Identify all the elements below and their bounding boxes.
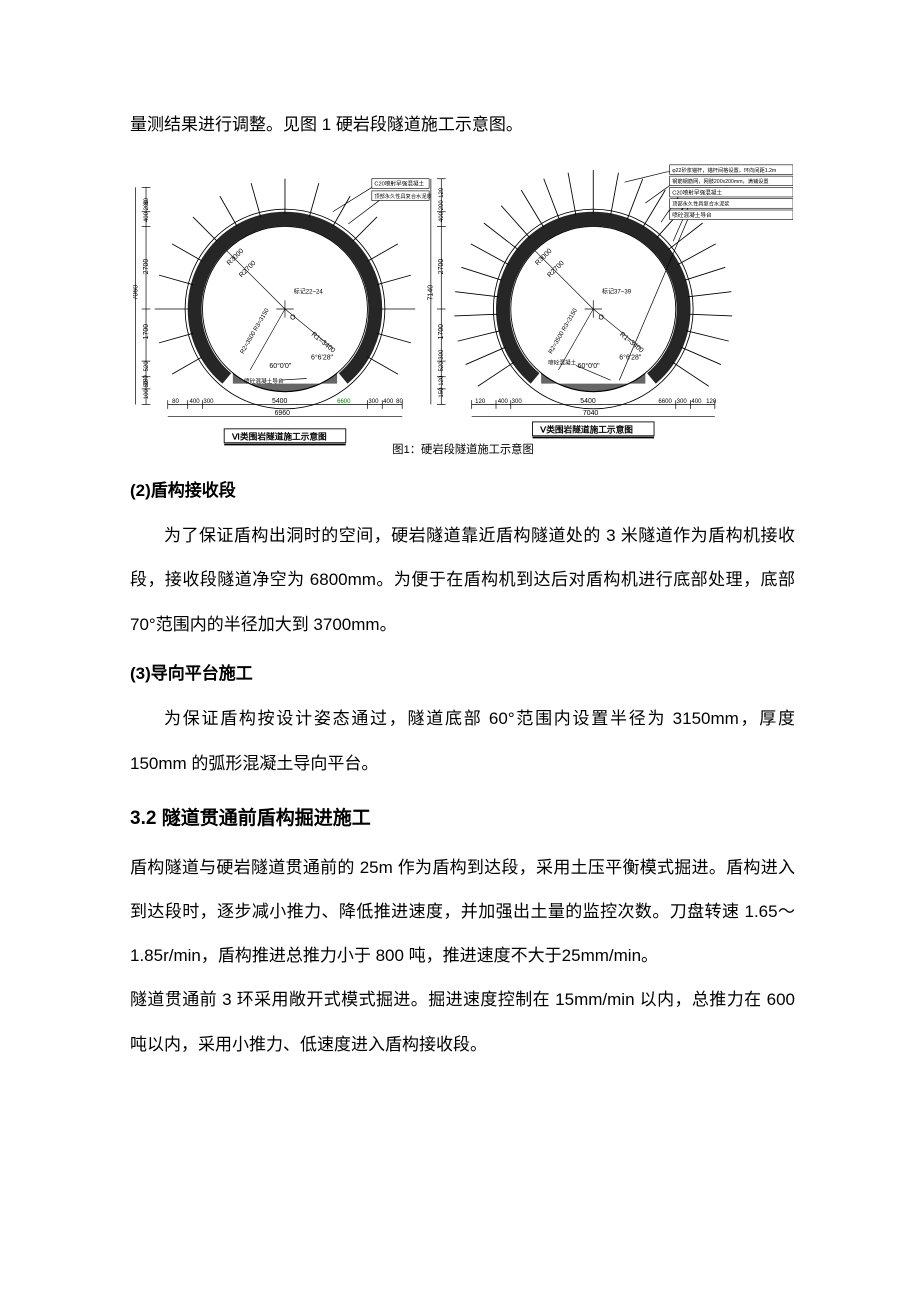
bolt-note-left: 标记22~24 [293, 287, 323, 295]
sec32-p1: 盾构隧道与硬岩隧道贯通前的 25m 作为盾构到达段，采用土压平衡模式掘进。盾构进… [130, 846, 795, 979]
dim7060-left: 7060 [133, 284, 139, 300]
svg-text:300: 300 [368, 398, 379, 404]
svg-text:400: 400 [497, 398, 508, 404]
svg-text:400: 400 [383, 398, 394, 404]
svg-text:520 300: 520 300 [439, 349, 445, 372]
left-anno-1: C20喷射早强混凝土 [374, 179, 424, 187]
svg-text:400 200: 400 200 [439, 199, 445, 222]
svg-text:400: 400 [189, 398, 200, 404]
svg-text:300: 300 [511, 398, 522, 404]
sec2-p1: 为了保证盾构出洞时的空间，硬岩隧道靠近盾构隧道处的 3 米隧道作为盾构机接收段，… [130, 514, 795, 647]
bolt-note-right: 标记37~39 [601, 287, 631, 295]
svg-text:120: 120 [439, 187, 445, 198]
left-anno-3: 喷砼混凝土导台 [244, 376, 284, 384]
heading-sec32: 3.2 隧道贯通前盾构掘进施工 [130, 802, 795, 836]
svg-text:6600: 6600 [337, 398, 351, 404]
legend-3: 顶部永久性具复合水泥浆 [672, 199, 730, 207]
dim2700-left: 2700 [142, 258, 149, 274]
ang6-left: 6°6'28" [311, 353, 334, 361]
heading-sec2: (2)盾构接收段 [130, 476, 795, 507]
legend-4: 喷砼混凝土导台 [672, 211, 712, 219]
dim5400-left: 5400 [271, 397, 287, 404]
intro-text: 量测结果进行调整。见图 1 硬岩段隧道施工示意图。 [130, 110, 795, 141]
svg-text:400 200: 400 200 [143, 199, 149, 222]
svg-text:100 80: 100 80 [143, 380, 149, 399]
left-tunnel-label: Ⅵ类围岩隧道施工示意图 [231, 430, 327, 441]
dim1700-right: 1700 [438, 323, 445, 339]
svg-text:120: 120 [475, 398, 486, 404]
ang60-left: 60°0'0" [269, 362, 292, 370]
ang60-right: 60°0'0" [577, 362, 600, 370]
svg-text:520: 520 [143, 360, 149, 371]
dim7140-right: 7140 [427, 284, 434, 300]
legend-2: C20喷射早强混凝土 [672, 188, 722, 196]
svg-text:300: 300 [203, 398, 214, 404]
legend-1: 钢筋钢筋网，网肢200x200mm，满铺设置 [672, 177, 768, 185]
sec3-p1: 为保证盾构按设计姿态通过，隧道底部 60°范围内设置半径为 3150mm，厚度 … [130, 697, 795, 785]
left-anno-2: 顶部永久性具复合水泥浆 [374, 191, 432, 199]
figure-caption-svg: 图1：硬岩段隧道施工示意图 [392, 442, 533, 456]
dim5400-right: 5400 [580, 397, 596, 404]
svg-text:6600: 6600 [658, 398, 672, 404]
sec32-p2: 隧道贯通前 3 环采用敞开式模式掘进。掘进速度控制在 15mm/min 以内，总… [130, 978, 795, 1066]
svg-text:喷砼混凝土: 喷砼混凝土 [548, 358, 577, 366]
svg-text:300: 300 [676, 398, 687, 404]
figure-1: O R3000 R2700 R1=3400 R2=3500 R3=3150 60… [130, 159, 795, 464]
svg-text:120: 120 [706, 398, 717, 404]
right-tunnel-label: Ⅴ类围岩隧道施工示意图 [539, 423, 633, 434]
svg-text:80: 80 [396, 398, 403, 404]
tunnel-diagram-svg: O R3000 R2700 R1=3400 R2=3500 R3=3150 60… [133, 159, 793, 459]
legend-0: φ22砂浆锚杆，锚杆间格设置，环向间距1.2m [672, 165, 776, 173]
dim7040-right: 7040 [582, 410, 598, 417]
dim6960-left: 6960 [274, 410, 290, 417]
dim1700-left: 1700 [142, 323, 149, 339]
dim2700-right: 2700 [438, 258, 445, 274]
svg-text:400: 400 [691, 398, 702, 404]
heading-sec3: (3)导向平台施工 [130, 659, 795, 690]
svg-text:80: 80 [172, 398, 179, 404]
svg-text:150 120: 150 120 [439, 375, 445, 398]
